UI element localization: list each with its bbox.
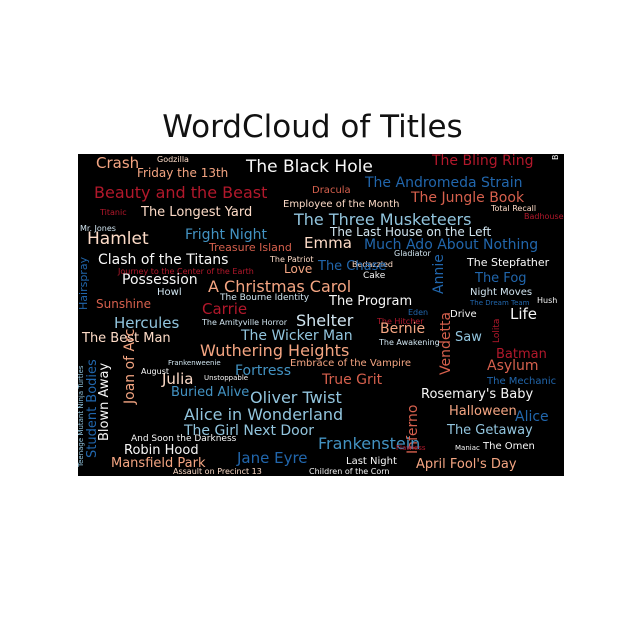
word-julia: Julia bbox=[162, 370, 194, 388]
word-hush: Hush bbox=[537, 296, 558, 305]
word-rosemary-s-baby: Rosemary's Baby bbox=[421, 387, 534, 402]
word-the-stepfather: The Stepfather bbox=[467, 256, 550, 269]
word-the-program: The Program bbox=[329, 294, 413, 309]
word-hercules: Hercules bbox=[114, 314, 180, 332]
word-cake: Cake bbox=[363, 271, 386, 281]
word-the-bling-ring: The Bling Ring bbox=[432, 154, 534, 169]
word-the-longest-yard: The Longest Yard bbox=[141, 205, 253, 220]
word-the-best-man: The Best Man bbox=[82, 331, 171, 346]
word-the-omen: The Omen bbox=[483, 441, 535, 452]
word-the-hitcher: The Hitcher bbox=[377, 317, 424, 326]
word-beauty-and-the-beast: Beauty and the Beast bbox=[94, 183, 268, 202]
word-life: Life bbox=[510, 305, 538, 323]
word-eden: Eden bbox=[408, 308, 429, 317]
word-the-amityville-horror: The Amityville Horror bbox=[202, 318, 288, 327]
word-hamlet: Hamlet bbox=[87, 229, 149, 249]
word-cloud: Crash Godzilla The Black Hole The Bling Rin… bbox=[78, 154, 564, 476]
word-august: August bbox=[141, 367, 169, 376]
word-possession: Possession bbox=[122, 272, 198, 288]
word-the-chase: The Chase bbox=[318, 259, 387, 274]
chart-title: WordCloud of Titles bbox=[162, 109, 463, 145]
word-the-jungle-book: The Jungle Book bbox=[411, 190, 525, 206]
word-total-recall: Total Recall bbox=[491, 204, 537, 213]
word-alice-in-wonderland: Alice in Wonderland bbox=[184, 405, 344, 424]
word-treasure-island: Treasure Island bbox=[209, 241, 292, 254]
word-the-fog: The Fog bbox=[475, 271, 527, 286]
word-annie: Annie bbox=[431, 254, 447, 294]
word-much-ado-about-nothing: Much Ado About Nothing bbox=[364, 237, 539, 253]
word-assault-on-precinct-13: Assault on Precinct 13 bbox=[173, 467, 262, 476]
word-flawless: Flawless bbox=[396, 444, 426, 452]
word-true-grit: True Grit bbox=[322, 372, 383, 388]
word-sunshine: Sunshine bbox=[96, 297, 152, 311]
word-hairspray: Hairspray bbox=[78, 256, 90, 310]
word-employee-of-the-month: Employee of the Month bbox=[283, 199, 400, 210]
word-children-of-the-corn: Children of the Corn bbox=[309, 467, 390, 476]
word-fright-night: Fright Night bbox=[185, 227, 267, 243]
word-love: Love bbox=[284, 262, 313, 276]
word-saw: Saw bbox=[455, 330, 482, 345]
word-bernie: Bernie bbox=[380, 321, 426, 337]
word-alice: Alice bbox=[515, 409, 549, 425]
word-lolita: Lolita bbox=[492, 318, 502, 343]
word-wuthering-heights: Wuthering Heights bbox=[200, 341, 350, 360]
word-blown-away: Blown Away bbox=[97, 362, 112, 441]
word-the-patriot: The Patriot bbox=[270, 255, 314, 264]
word-drive: Drive bbox=[450, 309, 477, 320]
word-vendetta: Vendetta bbox=[438, 311, 454, 375]
word-embrace-of-the-vampire: Embrace of the Vampire bbox=[290, 358, 411, 369]
word-badhouse: Badhouse bbox=[524, 212, 564, 221]
word-teenage-mutant-ninja-turtles: Teenage Mutant Ninja Turtles bbox=[78, 365, 85, 467]
word-bedazzled: Bedazzled bbox=[352, 260, 394, 269]
word-the-three-musketeers: The Three Musketeers bbox=[294, 210, 472, 229]
word-and-soon-the-darkness: And Soon the Darkness bbox=[131, 434, 237, 444]
word-titanic: Titanic bbox=[100, 208, 127, 217]
word-joan-of-arc: Joan of Arc bbox=[122, 328, 138, 404]
word-the-andromeda-strain: The Andromeda Strain bbox=[365, 175, 523, 191]
word-beowulf: Beowulf bbox=[551, 154, 560, 160]
word-journey-to-the-center-of-the-earth: Journey to the Center of the Earth bbox=[118, 267, 254, 276]
word-the-getaway: The Getaway bbox=[447, 423, 533, 438]
word-buried-alive: Buried Alive bbox=[171, 385, 250, 400]
word-the-mechanic: The Mechanic bbox=[487, 376, 557, 387]
word-dracula: Dracula bbox=[312, 185, 351, 196]
word-night-moves: Night Moves bbox=[470, 287, 533, 298]
word-emma: Emma bbox=[304, 234, 352, 252]
word-clash-of-the-titans: Clash of the Titans bbox=[98, 252, 229, 268]
word-the-awakening: The Awakening bbox=[379, 338, 440, 347]
word-mr-jones: Mr. Jones bbox=[80, 224, 116, 233]
word-gladiator: Gladiator bbox=[394, 249, 431, 258]
word-the-last-house-on-the-left: The Last House on the Left bbox=[330, 225, 492, 239]
word-howl: Howl bbox=[157, 287, 182, 298]
word-batman: Batman bbox=[496, 347, 547, 362]
word-mansfield-park: Mansfield Park bbox=[111, 456, 206, 471]
word-the-wicker-man: The Wicker Man bbox=[241, 328, 353, 344]
word-unstoppable: Unstoppable bbox=[204, 374, 249, 382]
word-april-fool-s-day: April Fool's Day bbox=[416, 457, 517, 472]
word-the-bourne-identity: The Bourne Identity bbox=[220, 293, 310, 303]
word-fortress: Fortress bbox=[235, 363, 292, 379]
word-the-girl-next-door: The Girl Next Door bbox=[184, 423, 315, 439]
word-halloween: Halloween bbox=[449, 404, 517, 419]
word-godzilla: Godzilla bbox=[157, 155, 189, 164]
word-frankenweenie: Frankenweenie bbox=[168, 359, 221, 367]
word-the-black-hole: The Black Hole bbox=[246, 157, 373, 177]
word-asylum: Asylum bbox=[487, 358, 539, 374]
word-last-night: Last Night bbox=[346, 456, 397, 467]
word-the-dream-team: The Dream Team bbox=[470, 299, 530, 307]
word-frankenstein: Frankenstein bbox=[318, 434, 421, 453]
word-maniac: Maniac bbox=[455, 444, 480, 452]
word-a-christmas-carol: A Christmas Carol bbox=[208, 277, 352, 296]
word-jane-eyre: Jane Eyre bbox=[237, 449, 308, 467]
word-crash: Crash bbox=[96, 154, 140, 172]
word-carrie: Carrie bbox=[202, 300, 248, 318]
word-friday-the-13th: Friday the 13th bbox=[137, 166, 229, 180]
word-robin-hood: Robin Hood bbox=[124, 443, 199, 458]
word-oliver-twist: Oliver Twist bbox=[250, 388, 342, 407]
word-shelter: Shelter bbox=[296, 311, 354, 330]
